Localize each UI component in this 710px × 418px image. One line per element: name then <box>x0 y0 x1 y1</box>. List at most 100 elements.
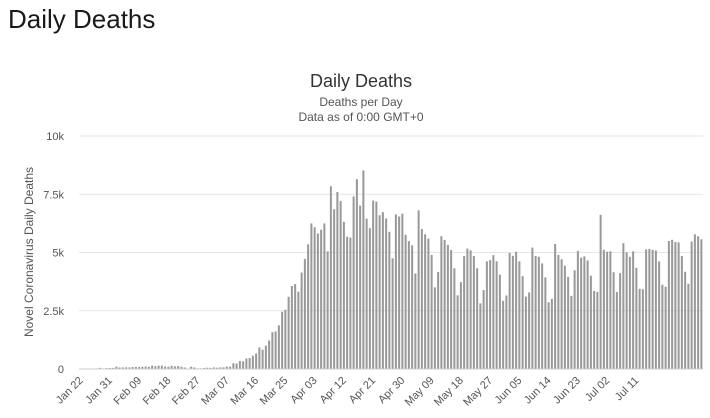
bar[interactable] <box>235 363 238 369</box>
bar[interactable] <box>596 291 599 369</box>
bar[interactable] <box>404 234 407 369</box>
bar[interactable] <box>125 367 128 369</box>
bar[interactable] <box>251 355 254 369</box>
bar[interactable] <box>203 367 206 369</box>
bar[interactable] <box>160 365 163 369</box>
bar[interactable] <box>547 302 550 369</box>
bar[interactable] <box>294 284 297 369</box>
bar[interactable] <box>401 213 404 369</box>
bar[interactable] <box>118 367 121 369</box>
bar[interactable] <box>381 212 384 369</box>
bar[interactable] <box>290 285 293 369</box>
bar[interactable] <box>391 258 394 369</box>
bar[interactable] <box>492 255 495 369</box>
bar[interactable] <box>599 214 602 369</box>
bar[interactable] <box>580 257 583 369</box>
bar[interactable] <box>544 277 547 369</box>
bar[interactable] <box>271 332 274 369</box>
bar[interactable] <box>651 249 654 369</box>
bar[interactable] <box>359 205 362 369</box>
bar[interactable] <box>134 367 137 369</box>
bar[interactable] <box>622 243 625 369</box>
bar[interactable] <box>287 296 290 369</box>
bar[interactable] <box>284 309 287 369</box>
bar[interactable] <box>394 214 397 369</box>
bar[interactable] <box>372 200 375 369</box>
bar[interactable] <box>268 340 271 369</box>
bar[interactable] <box>258 347 261 369</box>
bar[interactable] <box>648 248 651 369</box>
bar[interactable] <box>316 233 319 369</box>
bar[interactable] <box>466 248 469 369</box>
bar[interactable] <box>193 367 196 369</box>
bar[interactable] <box>645 249 648 369</box>
bar[interactable] <box>472 255 475 369</box>
bar[interactable] <box>352 196 355 369</box>
bar[interactable] <box>534 256 537 369</box>
bar[interactable] <box>589 275 592 369</box>
bar[interactable] <box>570 295 573 369</box>
bar[interactable] <box>560 259 563 369</box>
bar[interactable] <box>638 288 641 369</box>
bar[interactable] <box>557 254 560 369</box>
bar[interactable] <box>628 256 631 369</box>
bar[interactable] <box>440 236 443 369</box>
bar[interactable] <box>700 239 703 369</box>
bar[interactable] <box>433 287 436 369</box>
bar[interactable] <box>456 295 459 369</box>
bar[interactable] <box>524 296 527 369</box>
bar[interactable] <box>463 256 466 369</box>
bar[interactable] <box>248 358 251 369</box>
bar[interactable] <box>619 273 622 369</box>
bar[interactable] <box>375 201 378 369</box>
bar[interactable] <box>505 295 508 369</box>
bar[interactable] <box>180 366 183 369</box>
bar[interactable] <box>326 251 329 369</box>
bar[interactable] <box>177 366 180 369</box>
bar[interactable] <box>368 228 371 369</box>
bar[interactable] <box>411 245 414 369</box>
bar[interactable] <box>664 286 667 369</box>
bar[interactable] <box>307 244 310 369</box>
bar[interactable] <box>310 223 313 369</box>
bar[interactable] <box>554 244 557 369</box>
bar[interactable] <box>219 367 222 369</box>
bar[interactable] <box>138 366 141 369</box>
bar[interactable] <box>690 241 693 369</box>
bar[interactable] <box>261 349 264 369</box>
bar[interactable] <box>190 366 193 369</box>
bar[interactable] <box>563 265 566 369</box>
bar[interactable] <box>573 270 576 369</box>
bar[interactable] <box>222 367 225 369</box>
bar[interactable] <box>687 283 690 369</box>
bar[interactable] <box>329 186 332 369</box>
bar[interactable] <box>437 271 440 369</box>
bar[interactable] <box>615 291 618 369</box>
bar[interactable] <box>242 361 245 369</box>
bar[interactable] <box>677 242 680 369</box>
bar[interactable] <box>674 241 677 369</box>
bar[interactable] <box>355 179 358 369</box>
bar[interactable] <box>658 261 661 369</box>
bar[interactable] <box>576 250 579 369</box>
bar[interactable] <box>131 367 134 369</box>
bar[interactable] <box>141 366 144 369</box>
bar[interactable] <box>388 231 391 369</box>
bar[interactable] <box>450 249 453 369</box>
bar[interactable] <box>479 303 482 369</box>
bar[interactable] <box>609 251 612 369</box>
bar[interactable] <box>99 367 102 369</box>
bar[interactable] <box>476 268 479 369</box>
bar[interactable] <box>417 210 420 369</box>
bar[interactable] <box>424 234 427 369</box>
bar[interactable] <box>232 363 235 369</box>
bar[interactable] <box>485 261 488 369</box>
bar[interactable] <box>567 276 570 369</box>
bar[interactable] <box>245 358 248 369</box>
bar[interactable] <box>414 273 417 369</box>
bar[interactable] <box>531 247 534 369</box>
bar[interactable] <box>339 200 342 369</box>
bar[interactable] <box>277 325 280 369</box>
bar[interactable] <box>469 250 472 369</box>
bar[interactable] <box>511 255 514 369</box>
